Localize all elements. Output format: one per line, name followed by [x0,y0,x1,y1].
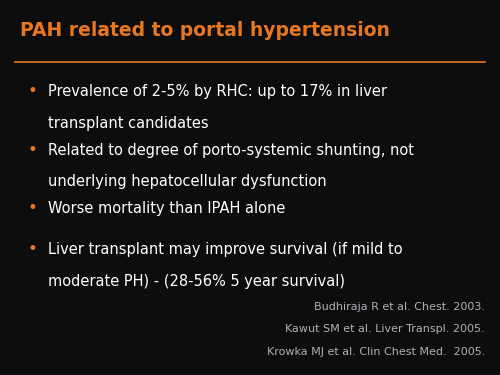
Text: PAH related to portal hypertension: PAH related to portal hypertension [20,21,390,40]
Text: Liver transplant may improve survival (if mild to: Liver transplant may improve survival (i… [48,242,402,257]
Text: •: • [28,141,38,159]
Text: •: • [28,240,38,258]
Text: moderate PH) - (28-56% 5 year survival): moderate PH) - (28-56% 5 year survival) [48,274,344,289]
Text: Kawut SM et al. Liver Transpl. 2005.: Kawut SM et al. Liver Transpl. 2005. [286,324,485,334]
Text: transplant candidates: transplant candidates [48,116,208,131]
Text: Related to degree of porto-systemic shunting, not: Related to degree of porto-systemic shun… [48,142,414,158]
Text: Budhiraja R et al. Chest. 2003.: Budhiraja R et al. Chest. 2003. [314,302,485,312]
Text: underlying hepatocellular dysfunction: underlying hepatocellular dysfunction [48,174,326,189]
Text: •: • [28,199,38,217]
Text: Worse mortality than IPAH alone: Worse mortality than IPAH alone [48,201,285,216]
Text: •: • [28,82,38,100]
Text: Prevalence of 2-5% by RHC: up to 17% in liver: Prevalence of 2-5% by RHC: up to 17% in … [48,84,386,99]
Text: Krowka MJ et al. Clin Chest Med.  2005.: Krowka MJ et al. Clin Chest Med. 2005. [266,347,485,357]
